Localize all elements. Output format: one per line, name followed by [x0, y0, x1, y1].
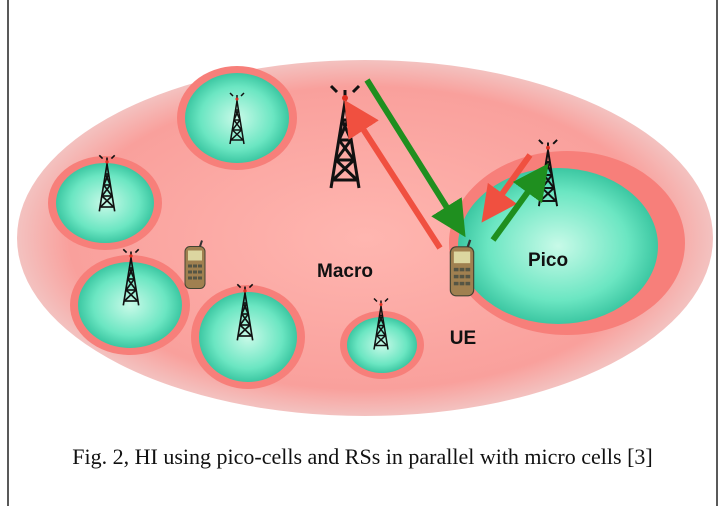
diagram: Macro Pico UE: [0, 0, 725, 506]
caption: Fig. 2, HI using pico-cells and RSs in p…: [50, 442, 675, 472]
pico-label: Pico: [528, 250, 568, 271]
ue-label: UE: [450, 328, 476, 349]
page: Macro Pico UE Fig. 2, HI using pico-cell…: [0, 0, 725, 506]
macro-label: Macro: [317, 261, 373, 282]
